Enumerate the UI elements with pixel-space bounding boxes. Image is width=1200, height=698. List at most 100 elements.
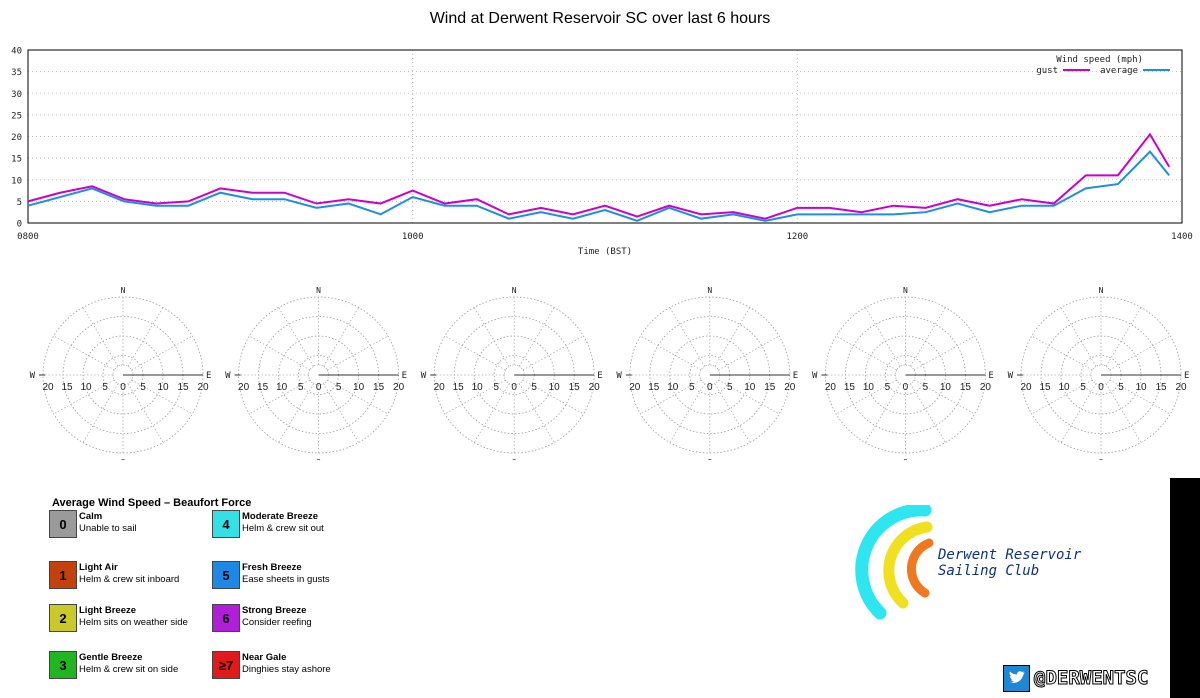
rose-tick-label: 15 [844, 382, 856, 393]
rose-spoke [835, 379, 897, 415]
rose-north-label: N [707, 286, 712, 295]
rose-spoke [131, 379, 193, 415]
rose-spoke [910, 383, 946, 443]
wind-rose: N S E W 20 15 10 5 0 5 10 15 20 [30, 286, 212, 460]
rose-north-label: N [903, 286, 908, 295]
rose-tick-label: 20 [980, 382, 992, 393]
rose-spoke [714, 307, 751, 367]
rose-tick-label: 0 [1098, 382, 1104, 393]
rose-spoke [718, 379, 780, 415]
rose-west-label: W [225, 371, 231, 381]
rose-spoke [718, 335, 780, 371]
rose-spoke [865, 383, 901, 443]
y-tick-label: 40 [11, 47, 22, 57]
rose-east-label: E [402, 371, 407, 381]
rose-tick-label: 10 [863, 382, 875, 393]
rose-tick-label: 20 [629, 382, 641, 393]
rose-tick-label: 5 [336, 382, 342, 393]
rose-south-label: S [121, 458, 126, 460]
beaufort-item: 2 Light Breeze Helm sits on weather side [49, 604, 209, 636]
rose-spoke [1109, 379, 1171, 415]
rose-tick-label: 5 [140, 382, 146, 393]
rose-tick-label: 5 [102, 382, 108, 393]
beaufort-force-badge: 5 [212, 561, 240, 589]
rose-tick-label: 20 [434, 382, 446, 393]
rose-west-label: W [616, 371, 622, 381]
rose-spoke [278, 383, 314, 443]
rose-tick-label: 5 [298, 382, 304, 393]
beaufort-item: 5 Fresh Breeze Ease sheets in gusts [212, 561, 372, 593]
y-tick-label: 30 [11, 90, 22, 100]
rose-north-label: N [512, 286, 517, 295]
rose-west-label: W [421, 371, 427, 381]
rose-spoke [323, 383, 359, 443]
rose-tick-label: 5 [689, 382, 695, 393]
beaufort-force-badge: ≥7 [212, 651, 240, 679]
rose-tick-label: 20 [589, 382, 601, 393]
twitter-bird-icon[interactable] [1003, 665, 1030, 692]
rose-spoke [444, 379, 506, 415]
beaufort-force-name: Calm [79, 511, 103, 522]
rose-north-label: N [121, 286, 126, 295]
rose-tick-label: 15 [373, 382, 385, 393]
rose-spoke [131, 335, 193, 371]
rose-spoke [444, 335, 506, 371]
rose-tick-label: 20 [784, 382, 796, 393]
beaufort-force-name: Fresh Breeze [242, 562, 302, 573]
beaufort-force-advice: Consider reefing [242, 617, 312, 628]
rose-spoke [522, 335, 584, 371]
rose-tick-label: 15 [257, 382, 269, 393]
rose-spoke [640, 335, 702, 371]
rose-spoke [518, 383, 555, 443]
rose-south-label: S [1099, 458, 1104, 460]
rose-spoke [473, 307, 510, 367]
rose-east-label: E [988, 371, 993, 381]
beaufort-item: 1 Light Air Helm & crew sit inboard [49, 561, 209, 593]
rose-tick-label: 20 [197, 382, 209, 393]
rose-spoke [1060, 383, 1097, 443]
rose-tick-label: 5 [1118, 382, 1124, 393]
rose-spoke [1109, 335, 1171, 371]
beaufort-force-badge: 1 [49, 561, 77, 589]
club-name: Derwent Reservoir Sailing Club [938, 547, 1081, 579]
rose-spoke [640, 379, 702, 415]
rose-west-label: W [812, 371, 818, 381]
rose-spoke [1060, 307, 1097, 367]
y-tick-label: 20 [11, 133, 22, 143]
rose-tick-label: 10 [1135, 382, 1147, 393]
rose-north-label: N [1099, 286, 1104, 295]
rose-tick-label: 5 [923, 382, 929, 393]
rose-tick-label: 15 [61, 382, 73, 393]
wind-rose: N S E W 20 15 10 5 0 5 10 15 20 [1008, 286, 1190, 460]
rose-spoke [249, 335, 311, 371]
beaufort-item: 3 Gentle Breeze Helm & crew sit on side [49, 651, 209, 683]
beaufort-force-advice: Unable to sail [79, 523, 137, 534]
rose-spoke [82, 383, 119, 443]
wind-rose: N S E W 20 15 10 5 0 5 10 15 20 [421, 286, 603, 460]
wind-rose: N S E W 20 15 10 5 0 5 10 15 20 [616, 286, 798, 460]
rose-tick-label: 5 [1080, 382, 1086, 393]
twitter-handle[interactable]: @DERWENTSC [1033, 667, 1149, 690]
beaufort-force-name: Gentle Breeze [79, 652, 143, 663]
rose-tick-label: 5 [531, 382, 537, 393]
logo-arc-cyan [855, 505, 932, 620]
rose-spoke [127, 383, 164, 443]
wind-rose: N S E W 20 15 10 5 0 5 10 15 20 [812, 286, 994, 460]
rose-tick-label: 20 [1175, 382, 1187, 393]
beaufort-item: ≥7 Near Gale Dinghies stay ashore [212, 651, 372, 683]
rose-tick-label: 15 [453, 382, 465, 393]
rose-tick-label: 5 [885, 382, 891, 393]
beaufort-force-badge: 0 [49, 510, 77, 538]
club-logo-arcs [855, 505, 934, 620]
beaufort-legend-title: Average Wind Speed – Beaufort Force [52, 497, 252, 509]
wind-roses: N S E W 20 15 10 5 0 5 10 15 20 N S E W 20 15 10 5 0 5 10 15 20 N S… [30, 286, 1190, 460]
rose-tick-label: 10 [80, 382, 92, 393]
rose-tick-label: 0 [120, 382, 126, 393]
rose-spoke [518, 307, 555, 367]
wind-line-chart: 0 5 10 15 20 25 30 35 40 0800 1000 1200 1400 Time (BS… [11, 47, 1193, 258]
rose-tick-label: 10 [744, 382, 756, 393]
rose-spoke [53, 335, 115, 371]
rose-tick-label: 15 [648, 382, 660, 393]
rose-tick-label: 10 [276, 382, 288, 393]
rose-tick-label: 15 [1039, 382, 1051, 393]
